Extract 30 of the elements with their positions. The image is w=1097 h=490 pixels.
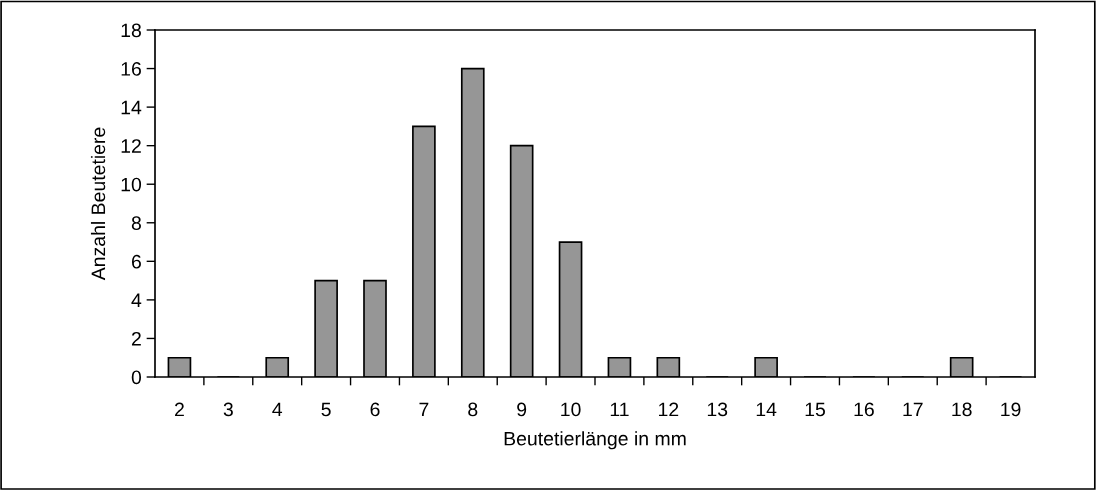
x-tick-label: 4	[272, 402, 283, 417]
y-tick-label: 18	[121, 23, 141, 38]
x-tick-label: 3	[223, 402, 233, 417]
y-tick-label: 0	[131, 370, 142, 385]
y-tick-label: 16	[121, 62, 141, 76]
y-tick-label: 14	[121, 100, 142, 115]
x-tick-label: 10	[561, 402, 581, 417]
x-tick-label: 11	[610, 402, 629, 417]
x-tick-label: 9	[517, 402, 527, 417]
y-tick-label: 12	[121, 139, 141, 153]
y-axis-title: Anzahl Beutetiere	[90, 127, 106, 281]
x-tick-label: 15	[805, 402, 825, 417]
x-axis-title: Beutetierlänge in mm	[504, 431, 686, 450]
x-tick-label: 16	[854, 402, 874, 417]
y-tick-label: 10	[121, 177, 142, 192]
x-tick-label: 6	[370, 402, 380, 417]
x-tick-label: 19	[1001, 402, 1021, 417]
y-tick-label: 8	[131, 216, 141, 231]
x-tick-label: 12	[659, 402, 679, 417]
x-tick-label: 13	[707, 402, 728, 417]
y-tick-label: 4	[131, 293, 142, 307]
x-tick-label: 2	[175, 402, 184, 417]
x-tick-label: 18	[952, 402, 972, 417]
x-tick-label: 7	[419, 402, 429, 417]
x-tick-label: 8	[468, 402, 478, 417]
x-tick-label: 17	[903, 402, 923, 417]
x-tick-label: 14	[756, 402, 777, 417]
x-tick-label: 5	[321, 402, 331, 417]
y-tick-label: 6	[131, 254, 141, 269]
y-tick-label: 2	[131, 331, 141, 346]
